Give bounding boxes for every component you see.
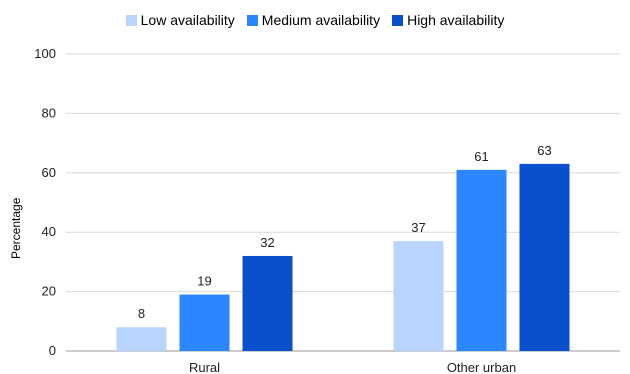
y-tick-label-20: 20 [42,284,56,299]
legend-label-low: Low availability [140,12,235,28]
data-label-rural-low: 8 [138,306,145,321]
bar-other-urban-medium [456,169,507,351]
y-tick-label-100: 100 [34,46,56,61]
data-label-other-urban-low: 37 [411,220,425,235]
y-tick-label-40: 40 [42,224,56,239]
legend-swatch-high [392,14,404,26]
y-tick-label-60: 60 [42,165,56,180]
data-label-other-urban-high: 63 [537,143,551,158]
legend-item-low: Low availability [125,12,235,28]
x-tick-label-other-urban: Other urban [447,360,516,374]
data-label-rural-high: 32 [260,235,274,250]
legend-label-high: High availability [407,12,505,28]
legend-item-high: High availability [392,12,504,28]
bar-other-urban-low [393,241,444,351]
chart-legend: Low availability Medium availability Hig… [0,12,630,28]
bar-rural-high [242,255,293,351]
bar-rural-medium [179,294,230,351]
bar-other-urban-high [519,163,570,351]
legend-swatch-low [125,14,137,26]
legend-label-medium: Medium availability [261,12,381,28]
y-tick-label-0: 0 [49,343,56,358]
data-label-rural-medium: 19 [197,274,211,289]
legend-swatch-medium [246,14,258,26]
bar-rural-low [116,327,167,351]
y-tick-label-80: 80 [42,105,56,120]
x-tick-label-rural: Rural [189,360,220,374]
data-label-other-urban-medium: 61 [474,149,488,164]
legend-item-medium: Medium availability [246,12,381,28]
